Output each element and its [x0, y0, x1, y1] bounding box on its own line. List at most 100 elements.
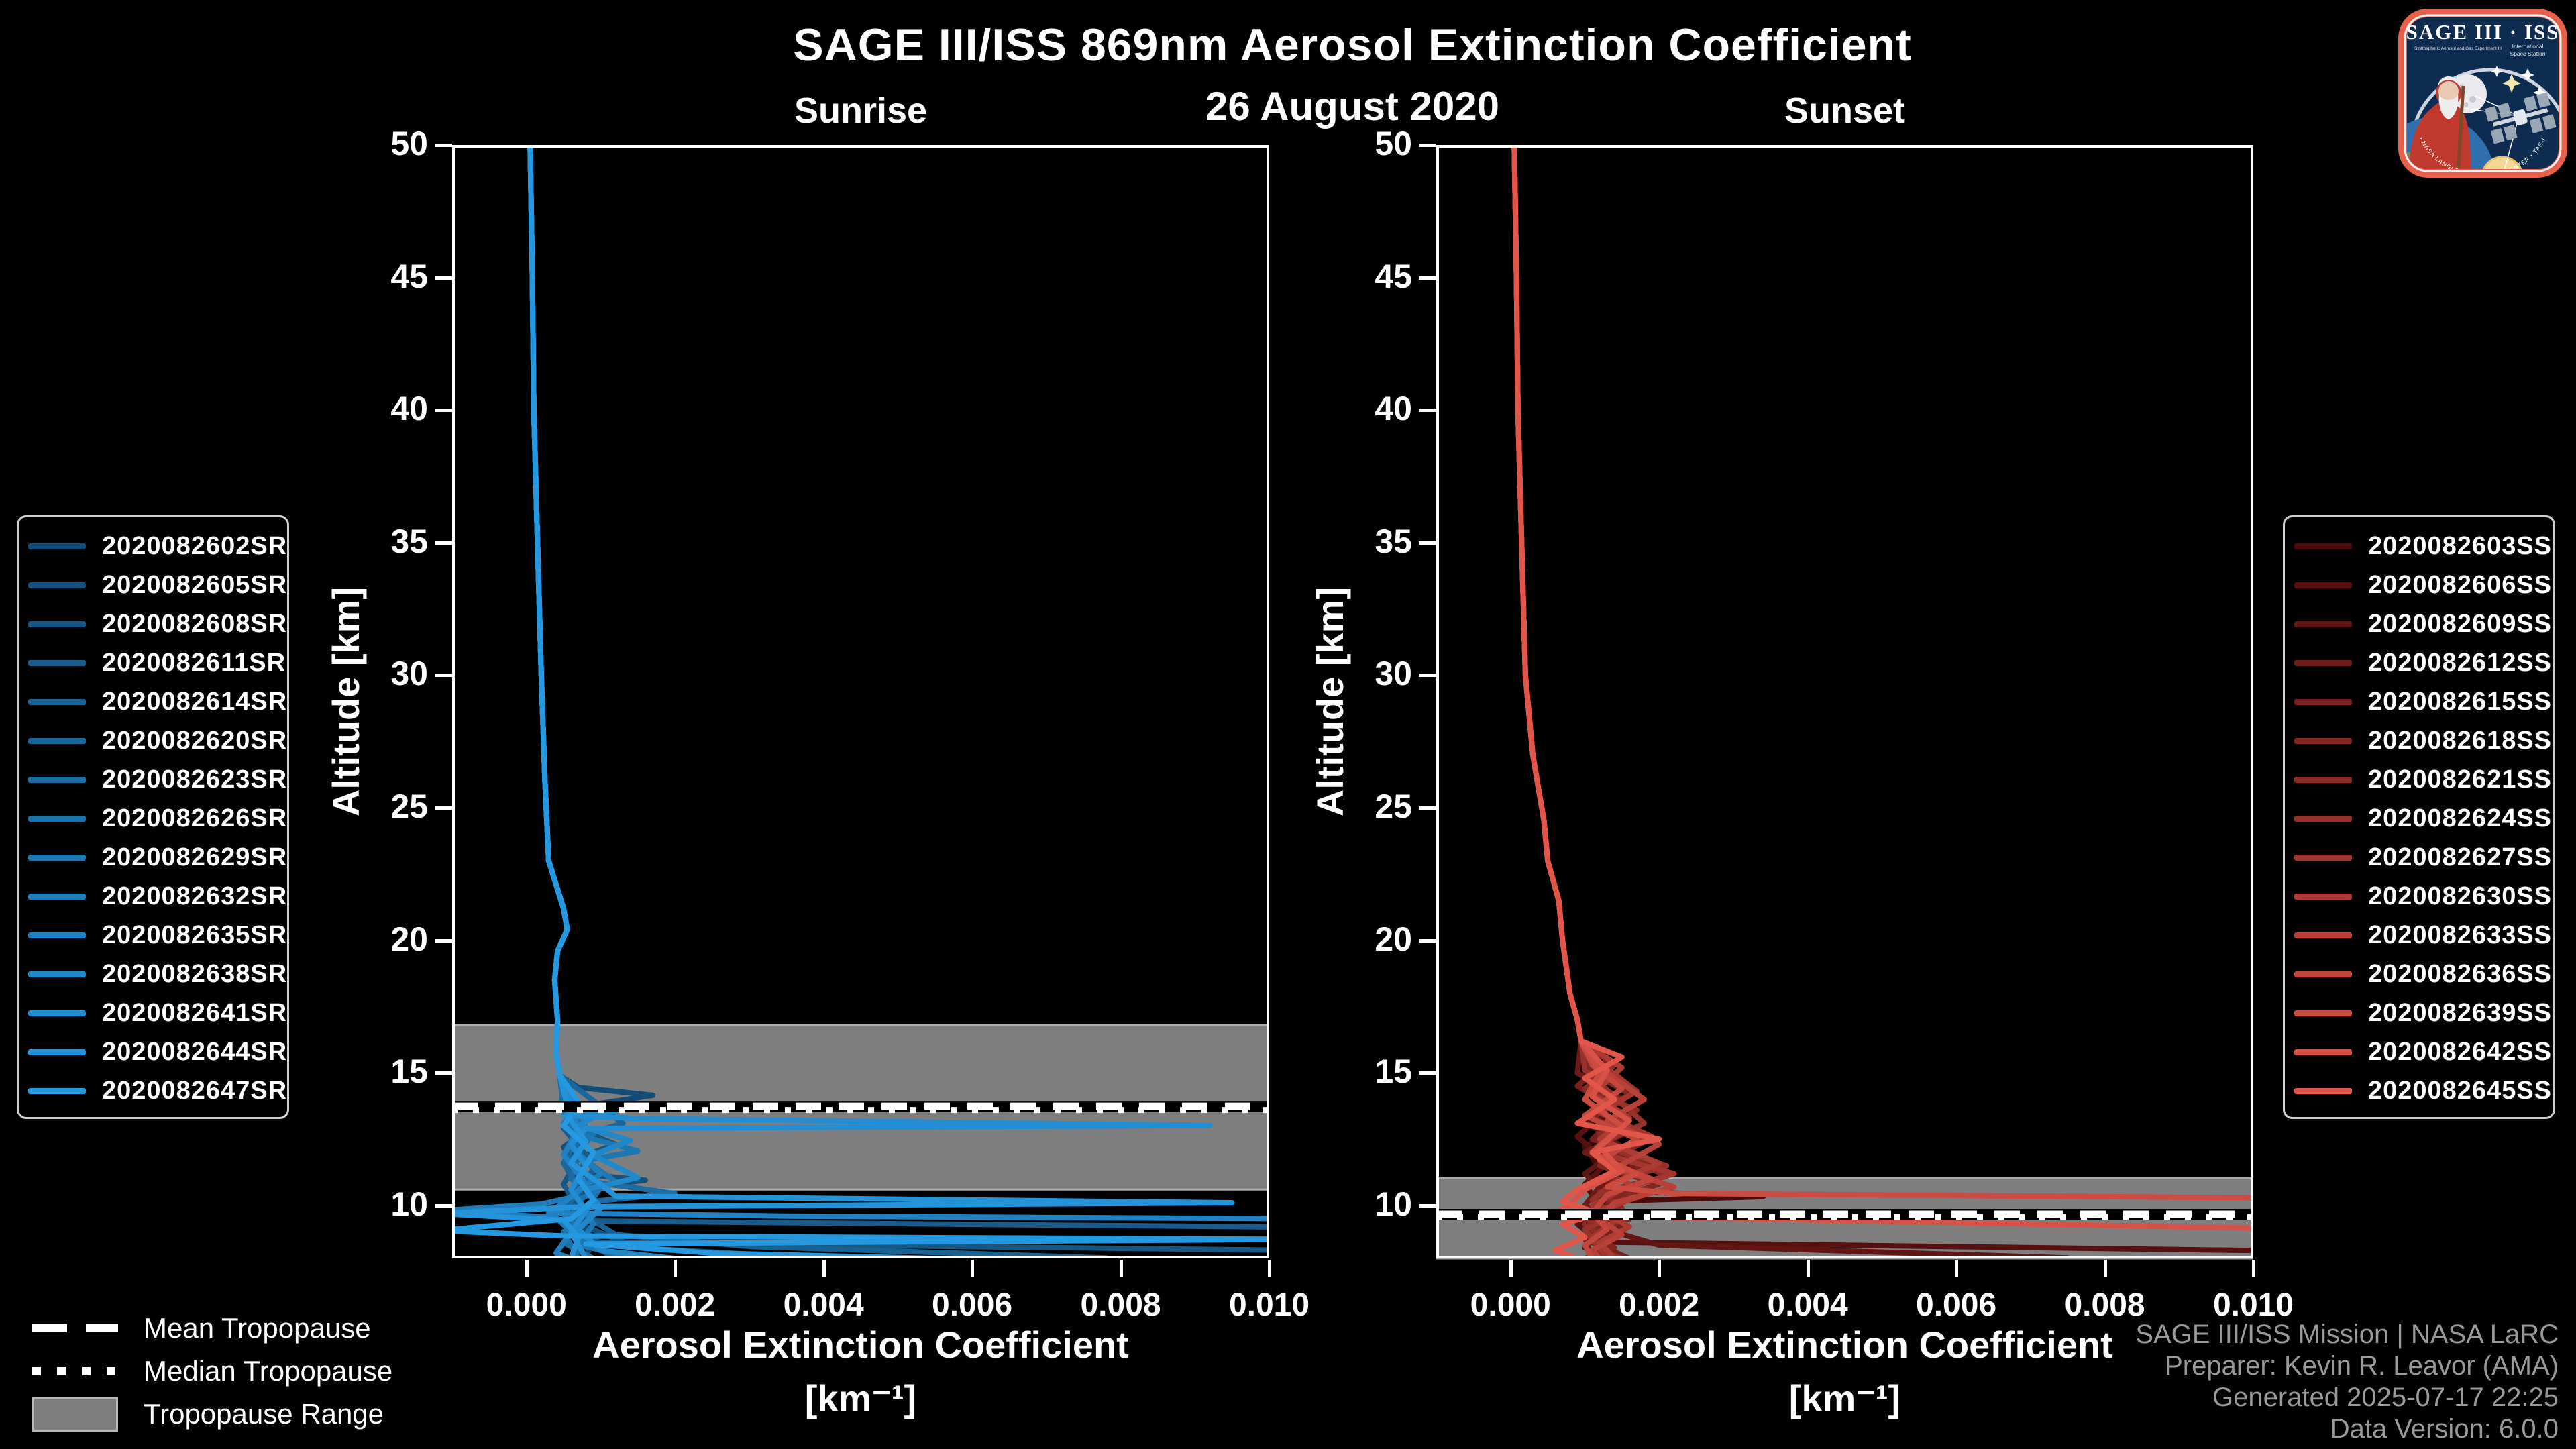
median-tropopause-dot-icon [32, 1367, 126, 1375]
sunset-event-legend: 2020082603SS 2020082606SS 2020082609SS 2020… [2283, 515, 2555, 1119]
y-tick-mark [435, 674, 452, 678]
y-tick-label: 40 [390, 390, 428, 428]
legend-event-label: 2020082605SR [102, 570, 288, 599]
y-tick-label: 20 [390, 920, 428, 958]
mean-tropopause-label: Mean Tropopause [144, 1312, 371, 1344]
y-tick-mark [1419, 144, 1436, 147]
legend-event-label: 2020082635SR [102, 920, 288, 949]
legend-item: 2020082635SR [19, 916, 287, 955]
y-tick-label: 45 [1375, 257, 1412, 295]
y-tick-mark [435, 144, 452, 147]
sage-iii-iss-logo: BATC • NASA LANGLEY RESEARCH CENTER • TA… [2398, 9, 2567, 178]
y-tick-label: 25 [1375, 788, 1412, 826]
y-tick-label: 20 [1375, 920, 1412, 958]
x-tick-mark [1806, 1260, 1810, 1277]
legend-line-swatch [2294, 582, 2352, 588]
legend-event-label: 2020082636SS [2368, 959, 2553, 988]
legend-line-swatch [28, 698, 86, 705]
tropopause-range-label: Tropopause Range [144, 1398, 384, 1430]
y-tick-mark [1419, 674, 1436, 678]
median-tropopause-legend-item: Median Tropopause [32, 1350, 392, 1393]
legend-item: 2020082618SS [2285, 721, 2553, 760]
legend-line-swatch [2294, 543, 2352, 549]
profile-line-2020082647SR [452, 145, 1269, 1258]
x-tick-mark [1509, 1260, 1513, 1277]
legend-item: 2020082647SR [19, 1071, 287, 1110]
x-tick-mark [1268, 1260, 1271, 1277]
legend-event-label: 2020082618SS [2368, 726, 2553, 755]
legend-item: 2020082620SR [19, 721, 287, 760]
legend-item: 2020082608SR [19, 604, 287, 643]
legend-event-label: 2020082642SS [2368, 1037, 2553, 1066]
x-tick-mark [1955, 1260, 1959, 1277]
y-tick-mark [435, 1071, 452, 1075]
mean-tropopause-legend-item: Mean Tropopause [32, 1307, 392, 1350]
y-tick-label: 10 [390, 1185, 428, 1223]
y-tick-mark [435, 276, 452, 280]
logo-subtitle-left: Stratospheric Aerosol and Gas Experiment… [2414, 46, 2502, 51]
profiles-group [1511, 145, 2253, 1258]
legend-event-label: 2020082626SR [102, 804, 288, 833]
legend-event-label: 2020082615SS [2368, 687, 2553, 716]
legend-line-swatch [28, 893, 86, 900]
legend-line-swatch [28, 1010, 86, 1016]
profile-line-2020082642SS [1511, 145, 2253, 1231]
legend-event-label: 2020082623SR [102, 765, 288, 794]
logo-title: SAGE III · ISS [2406, 20, 2560, 44]
legend-item: 2020082603SS [2285, 527, 2553, 566]
legend-event-label: 2020082633SS [2368, 920, 2553, 949]
legend-line-swatch [28, 659, 86, 666]
y-axis-label-sunset: Altitude [km] [1309, 586, 1351, 817]
plot-frame [1436, 145, 2253, 1258]
logo-subtitle-right2: Space Station [2510, 50, 2546, 57]
plot-frame [452, 145, 1269, 1258]
legend-line-swatch [28, 1049, 86, 1055]
x-tick-label: 0.006 [1916, 1287, 1997, 1323]
y-tick-label: 50 [390, 125, 428, 162]
legend-item: 2020082638SR [19, 955, 287, 994]
legend-item: 2020082630SS [2285, 877, 2553, 916]
legend-item: 2020082636SS [2285, 955, 2553, 994]
legend-line-swatch [2294, 971, 2352, 977]
legend-event-label: 2020082606SS [2368, 570, 2553, 599]
y-tick-label: 15 [390, 1053, 428, 1091]
profile-line-2020082639SS [1511, 145, 2253, 1201]
legend-item: 2020082615SS [2285, 682, 2553, 721]
date-subtitle: 26 August 2020 [1205, 84, 1499, 129]
profile-line-2020082645SS [1511, 145, 1662, 1258]
legend-event-label: 2020082632SR [102, 881, 288, 910]
legend-line-swatch [28, 1087, 86, 1094]
legend-event-label: 2020082647SR [102, 1076, 288, 1105]
legend-line-swatch [28, 737, 86, 744]
legend-line-swatch [2294, 1087, 2352, 1094]
x-axis-unit-sunset: [km⁻¹] [1788, 1377, 1901, 1419]
median-tropopause-label: Median Tropopause [144, 1355, 393, 1387]
x-tick-label: 0.000 [1470, 1287, 1551, 1323]
legend-line-swatch [28, 543, 86, 549]
x-tick-label: 0.008 [1080, 1287, 1161, 1323]
legend-line-swatch [2294, 659, 2352, 666]
y-tick-mark [1419, 541, 1436, 545]
y-tick-mark [435, 409, 452, 413]
x-tick-label: 0.002 [635, 1287, 716, 1323]
legend-line-swatch [28, 971, 86, 977]
x-axis-unit-sunrise: [km⁻¹] [804, 1377, 917, 1419]
y-tick-mark [435, 541, 452, 545]
star-icon [2502, 74, 2521, 93]
legend-item: 2020082641SR [19, 994, 287, 1032]
sun-icon [2481, 156, 2524, 169]
x-tick-mark [525, 1260, 529, 1277]
y-tick-label: 30 [1375, 655, 1412, 693]
legend-item: 2020082614SR [19, 682, 287, 721]
legend-line-swatch [28, 932, 86, 938]
legend-item: 2020082609SS [2285, 604, 2553, 643]
x-tick-mark [1658, 1260, 1662, 1277]
legend-item: 2020082611SR [19, 643, 287, 682]
y-tick-label: 35 [1375, 522, 1412, 560]
legend-event-label: 2020082629SR [102, 843, 288, 871]
legend-line-swatch [2294, 737, 2352, 744]
legend-item: 2020082644SR [19, 1032, 287, 1071]
legend-event-label: 2020082620SR [102, 726, 288, 755]
legend-event-label: 2020082627SS [2368, 843, 2553, 871]
legend-event-label: 2020082639SS [2368, 998, 2553, 1027]
